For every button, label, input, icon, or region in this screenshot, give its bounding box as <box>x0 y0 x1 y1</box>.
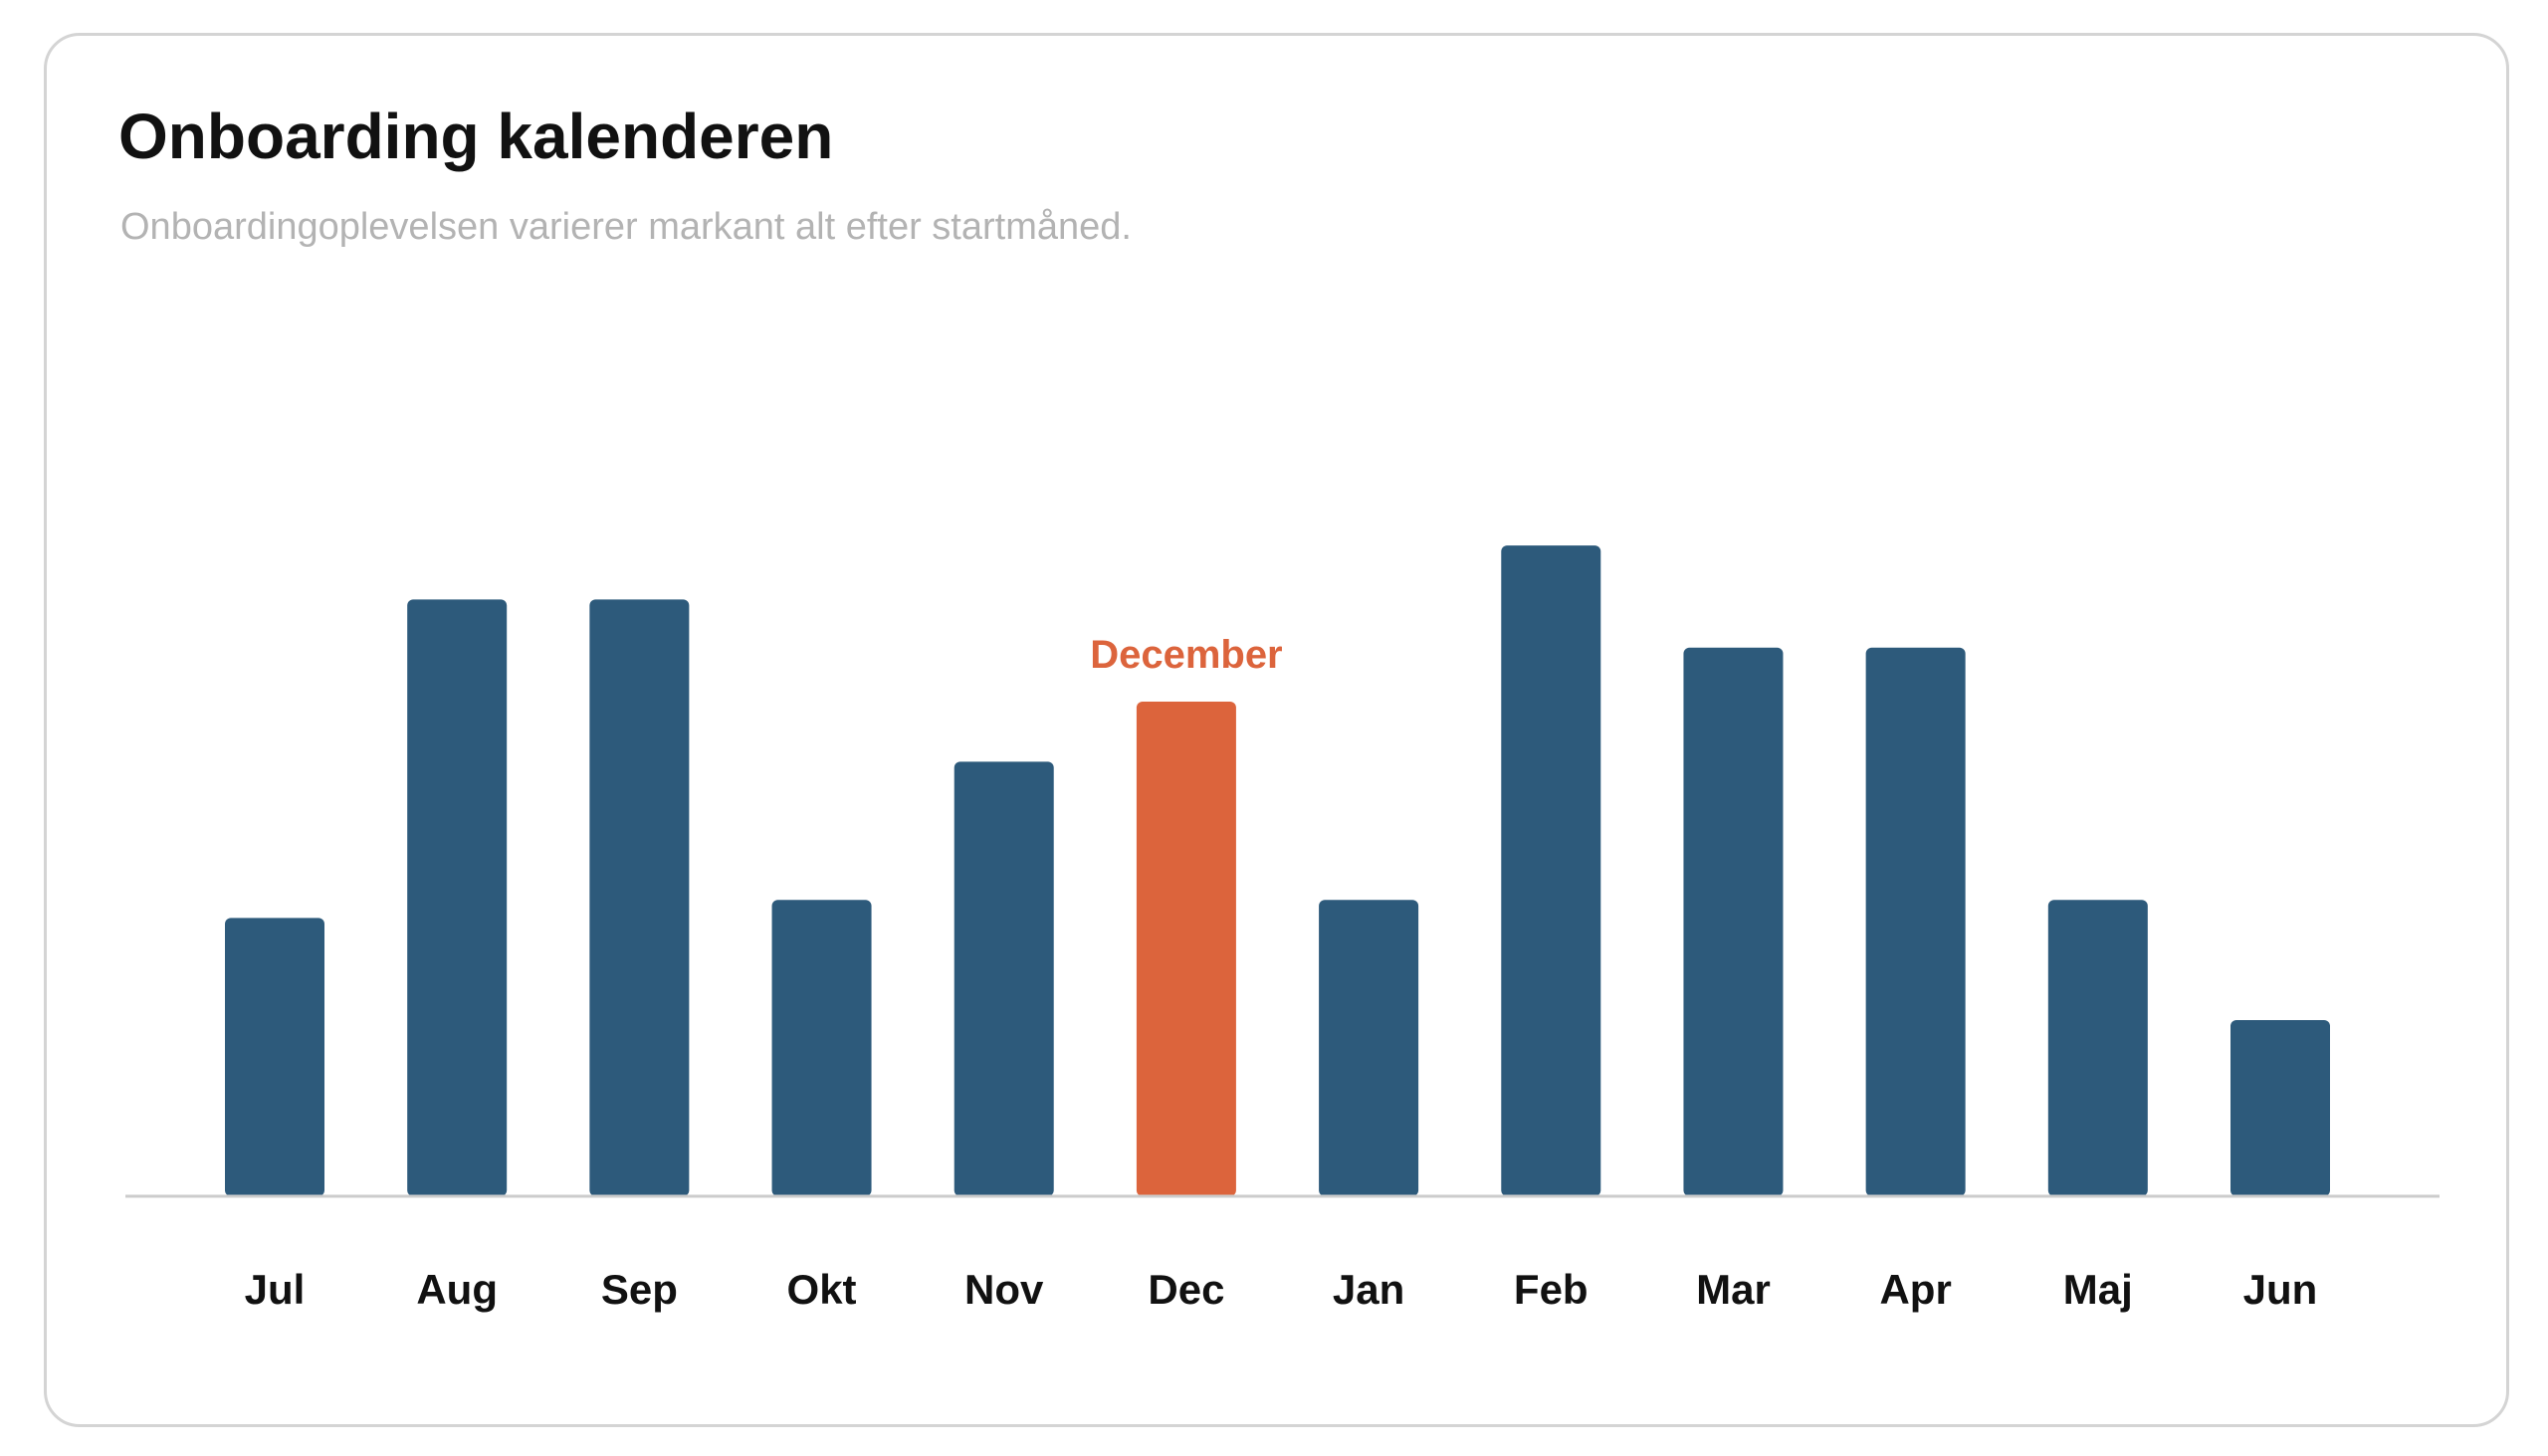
bar-apr <box>1865 647 1966 1196</box>
x-tick-label-jun: Jun <box>2243 1266 2318 1313</box>
bar-okt <box>771 900 872 1196</box>
x-tick-label-nov: Nov <box>964 1266 1044 1313</box>
x-tick-labels: Jul Aug Sep Okt Nov Dec Jan Feb Mar Apr Maj Jun <box>245 1266 2318 1313</box>
chart-title: Onboarding kalenderen <box>118 101 834 172</box>
x-tick-label-dec: Dec <box>1148 1266 1224 1313</box>
bar-dec <box>1136 702 1236 1196</box>
bar-jun <box>2230 1019 2330 1196</box>
x-tick-label-feb: Feb <box>1514 1266 1589 1313</box>
bar-jan <box>1319 900 1419 1196</box>
bar-feb <box>1501 545 1601 1196</box>
x-tick-label-apr: Apr <box>1879 1266 1951 1313</box>
bar-mar <box>1683 647 1784 1196</box>
bars-group <box>225 545 2330 1196</box>
bar-maj <box>2047 900 2148 1196</box>
x-tick-label-okt: Okt <box>787 1266 857 1313</box>
bar-jul <box>225 918 324 1196</box>
x-tick-label-mar: Mar <box>1696 1266 1771 1313</box>
highlight-annotation: December <box>1090 633 1282 677</box>
annotations: December <box>1090 633 1282 677</box>
chart-subtitle: Onboardingoplevelsen varierer markant al… <box>120 206 1132 248</box>
x-tick-label-sep: Sep <box>601 1266 678 1313</box>
x-tick-label-jul: Jul <box>245 1266 306 1313</box>
x-tick-label-jan: Jan <box>1333 1266 1404 1313</box>
bar-aug <box>407 599 508 1196</box>
bar-nov <box>954 761 1054 1196</box>
x-tick-label-maj: Maj <box>2063 1266 2133 1313</box>
bar-sep <box>589 599 690 1196</box>
x-tick-label-aug: Aug <box>416 1266 498 1313</box>
